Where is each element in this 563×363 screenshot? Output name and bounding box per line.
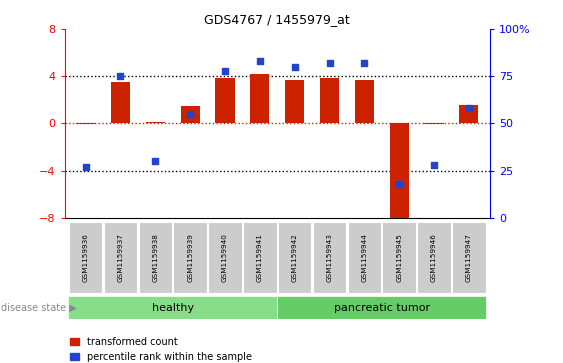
Point (395, 181, 404, 187)
Text: GSM1159947: GSM1159947 (466, 233, 472, 282)
Text: GSM1159938: GSM1159938 (153, 233, 158, 282)
Text: GSM1159942: GSM1159942 (292, 233, 298, 282)
Point (360, 60, 369, 66)
Bar (111, 82, 130, 123)
Point (256, 58, 265, 64)
Bar (146, 122, 165, 123)
FancyBboxPatch shape (278, 296, 486, 319)
Point (186, 111, 195, 117)
FancyBboxPatch shape (313, 222, 346, 293)
Point (116, 73, 125, 79)
Text: GSM1159936: GSM1159936 (83, 233, 88, 282)
Point (81, 164, 90, 170)
Bar (285, 80, 304, 123)
Bar (216, 78, 235, 123)
Bar (459, 105, 479, 123)
Point (290, 64, 299, 70)
FancyBboxPatch shape (348, 222, 381, 293)
Text: GSM1159937: GSM1159937 (118, 233, 123, 282)
Bar (251, 74, 270, 123)
Text: GSM1159939: GSM1159939 (187, 233, 193, 282)
Text: GSM1159941: GSM1159941 (257, 233, 263, 282)
Point (464, 105, 473, 111)
Text: GSM1159946: GSM1159946 (431, 233, 437, 282)
Point (221, 68, 230, 73)
FancyBboxPatch shape (243, 222, 276, 293)
FancyBboxPatch shape (69, 222, 102, 293)
FancyBboxPatch shape (173, 222, 207, 293)
FancyBboxPatch shape (417, 222, 451, 293)
FancyBboxPatch shape (208, 222, 242, 293)
Text: healthy: healthy (151, 303, 194, 313)
Bar (355, 80, 374, 123)
Text: GSM1159940: GSM1159940 (222, 233, 228, 282)
Point (325, 60, 334, 66)
Text: pancreatic tumor: pancreatic tumor (334, 303, 430, 313)
FancyBboxPatch shape (138, 222, 172, 293)
FancyBboxPatch shape (104, 222, 137, 293)
Point (151, 158, 160, 164)
Text: GSM1159943: GSM1159943 (327, 233, 333, 282)
Bar (425, 123, 444, 125)
Text: disease state ▶: disease state ▶ (1, 303, 77, 313)
Text: GSM1159944: GSM1159944 (361, 233, 368, 282)
Legend: transformed count, percentile rank within the sample: transformed count, percentile rank withi… (70, 337, 252, 362)
FancyBboxPatch shape (68, 296, 278, 319)
Title: GDS4767 / 1455979_at: GDS4767 / 1455979_at (204, 13, 350, 26)
Bar (320, 78, 339, 123)
Bar (181, 106, 200, 123)
Point (430, 162, 439, 168)
FancyBboxPatch shape (278, 222, 311, 293)
Bar (390, 123, 409, 224)
Text: GSM1159945: GSM1159945 (396, 233, 402, 282)
FancyBboxPatch shape (452, 222, 486, 293)
Bar (76, 123, 95, 125)
FancyBboxPatch shape (382, 222, 416, 293)
